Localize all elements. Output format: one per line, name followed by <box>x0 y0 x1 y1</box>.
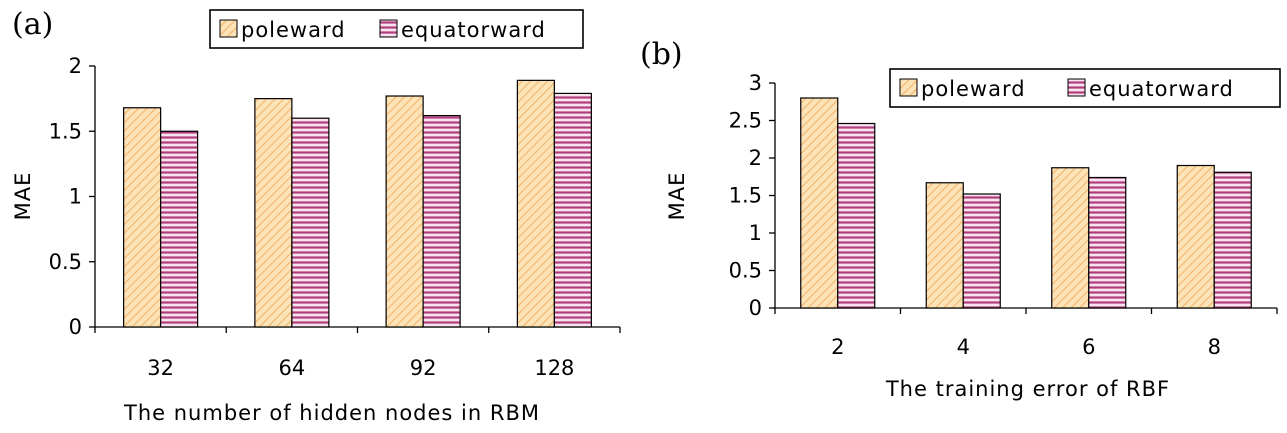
x-tick-label: 2 <box>831 335 844 359</box>
y-tick-label: 0.5 <box>729 259 762 283</box>
legend-label-equatorward: equatorward <box>401 18 546 42</box>
bar-equatorward-92 <box>422 114 461 328</box>
y-tick-label: 2 <box>69 54 82 78</box>
chart-a: (a) poleward equatorward MAE The number … <box>11 7 621 425</box>
bar-equatorward-4 <box>962 193 1001 309</box>
y-axis-label: MAE <box>665 172 689 221</box>
y-tick-label: 1.5 <box>729 184 762 208</box>
legend-label-equatorward: equatorward <box>1089 77 1234 101</box>
legend: poleward equatorward <box>889 68 1281 108</box>
y-tick-label: 2 <box>749 146 762 170</box>
chart-b: (b) poleward equatorward MAE The trainin… <box>640 37 1281 401</box>
bar-equatorward-8 <box>1213 171 1252 309</box>
bar-poleward-2 <box>800 97 839 309</box>
x-tick-label: 32 <box>147 356 174 380</box>
bar-equatorward-6 <box>1088 176 1127 309</box>
panel-label: (a) <box>12 7 53 42</box>
legend-label-poleward: poleward <box>241 18 346 42</box>
y-axis-label: MAE <box>11 172 35 221</box>
bar-poleward-64 <box>254 98 293 328</box>
bar-poleward-6 <box>1051 167 1090 309</box>
x-tick-label: 64 <box>279 356 306 380</box>
x-axis-label: The training error of RBF <box>885 377 1170 401</box>
x-tick-label: 128 <box>534 356 574 380</box>
legend-swatch-poleward <box>219 19 238 38</box>
bar-equatorward-64 <box>291 117 330 328</box>
bar-poleward-4 <box>925 182 964 309</box>
y-tick-label: 1.5 <box>49 119 82 143</box>
legend: poleward equatorward <box>209 9 584 49</box>
legend-swatch-equatorward <box>379 19 398 38</box>
bar-poleward-32 <box>123 107 162 328</box>
x-tick-label: 6 <box>1082 335 1095 359</box>
bar-poleward-92 <box>385 95 424 328</box>
bar-equatorward-128 <box>553 92 592 328</box>
y-tick-label: 0 <box>749 296 762 320</box>
x-tick-label: 92 <box>410 356 437 380</box>
x-axis-label: The number of hidden nodes in RBM <box>123 401 540 425</box>
legend-swatch-equatorward <box>1067 78 1086 97</box>
y-tick-label: 0.5 <box>49 250 82 274</box>
x-tick-label: 4 <box>957 335 970 359</box>
bar-equatorward-32 <box>160 130 199 328</box>
panel-label: (b) <box>640 37 683 72</box>
y-tick-label: 1 <box>749 221 762 245</box>
y-tick-label: 2.5 <box>729 109 762 133</box>
bar-equatorward-2 <box>837 122 876 309</box>
y-tick-label: 3 <box>749 71 762 95</box>
legend-swatch-poleward <box>899 78 918 97</box>
y-tick-label: 0 <box>69 315 82 339</box>
legend-label-poleward: poleward <box>921 77 1026 101</box>
bar-poleward-8 <box>1176 164 1215 309</box>
y-tick-label: 1 <box>69 185 82 209</box>
bar-poleward-128 <box>516 79 555 328</box>
x-tick-label: 8 <box>1208 335 1221 359</box>
